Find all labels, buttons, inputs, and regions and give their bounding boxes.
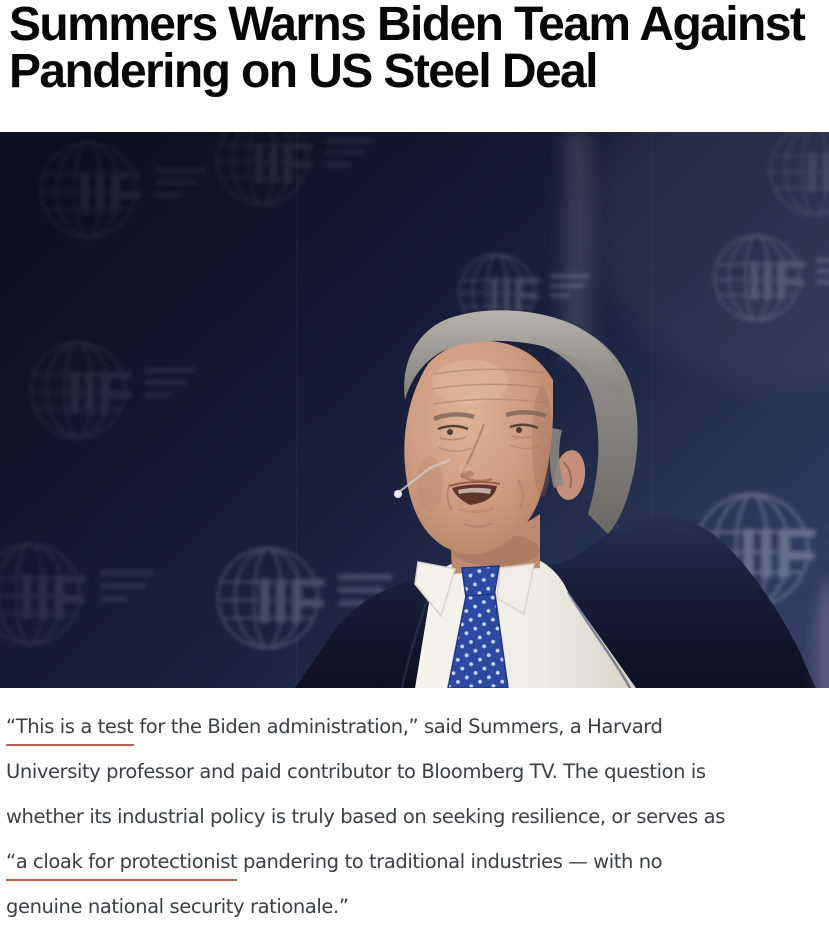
- paragraph-line: genuine national security rationale.”: [6, 884, 829, 925]
- article-body: “This is a test for the Biden administra…: [6, 704, 829, 925]
- paragraph-text: for the Biden administration,” said Summ…: [133, 715, 663, 738]
- mouth: [448, 480, 501, 514]
- paragraph-text: genuine national security rationale.”: [6, 895, 349, 918]
- paragraph-text: University professor and paid contributo…: [6, 760, 706, 783]
- eyebrow: [505, 410, 547, 419]
- tie: [447, 565, 509, 688]
- article-photo: IIF: [0, 132, 829, 688]
- headline-line-1: Summers Warns Biden Team Against: [9, 0, 806, 51]
- paragraph-line: “This is a test for the Biden administra…: [6, 704, 829, 749]
- edge-light: [816, 580, 829, 688]
- nose: [459, 423, 493, 482]
- link-a-cloak-for-protectionist[interactable]: “a cloak for protectionist: [6, 850, 238, 881]
- face: [404, 340, 553, 555]
- eyebrow: [433, 412, 475, 422]
- paragraph-line: whether its industrial policy is truly b…: [6, 794, 829, 839]
- paragraph-text: whether its industrial policy is truly b…: [6, 805, 725, 828]
- forehead-wrinkles: [431, 368, 549, 405]
- eyes: [437, 423, 541, 452]
- shirt-collar: [414, 561, 456, 618]
- hair: [404, 310, 624, 400]
- portrait-larry-summers: [295, 310, 816, 688]
- sideburn: [549, 428, 564, 488]
- headline-line-2: Pandering on US Steel Deal: [9, 45, 598, 98]
- mic-earpiece-icon: [394, 458, 451, 498]
- photo-illustration: IIF: [0, 132, 829, 688]
- paragraph-text: pandering to traditional industries — wi…: [237, 850, 663, 873]
- paragraph-line: “a cloak for protectionist pandering to …: [6, 839, 829, 884]
- link-this-is-a-test[interactable]: “This is a test: [6, 715, 134, 746]
- page-title: Summers Warns Biden Team Against Panderi…: [9, 0, 825, 98]
- shirt-collar: [496, 563, 535, 616]
- paragraph-line: University professor and paid contributo…: [6, 749, 829, 794]
